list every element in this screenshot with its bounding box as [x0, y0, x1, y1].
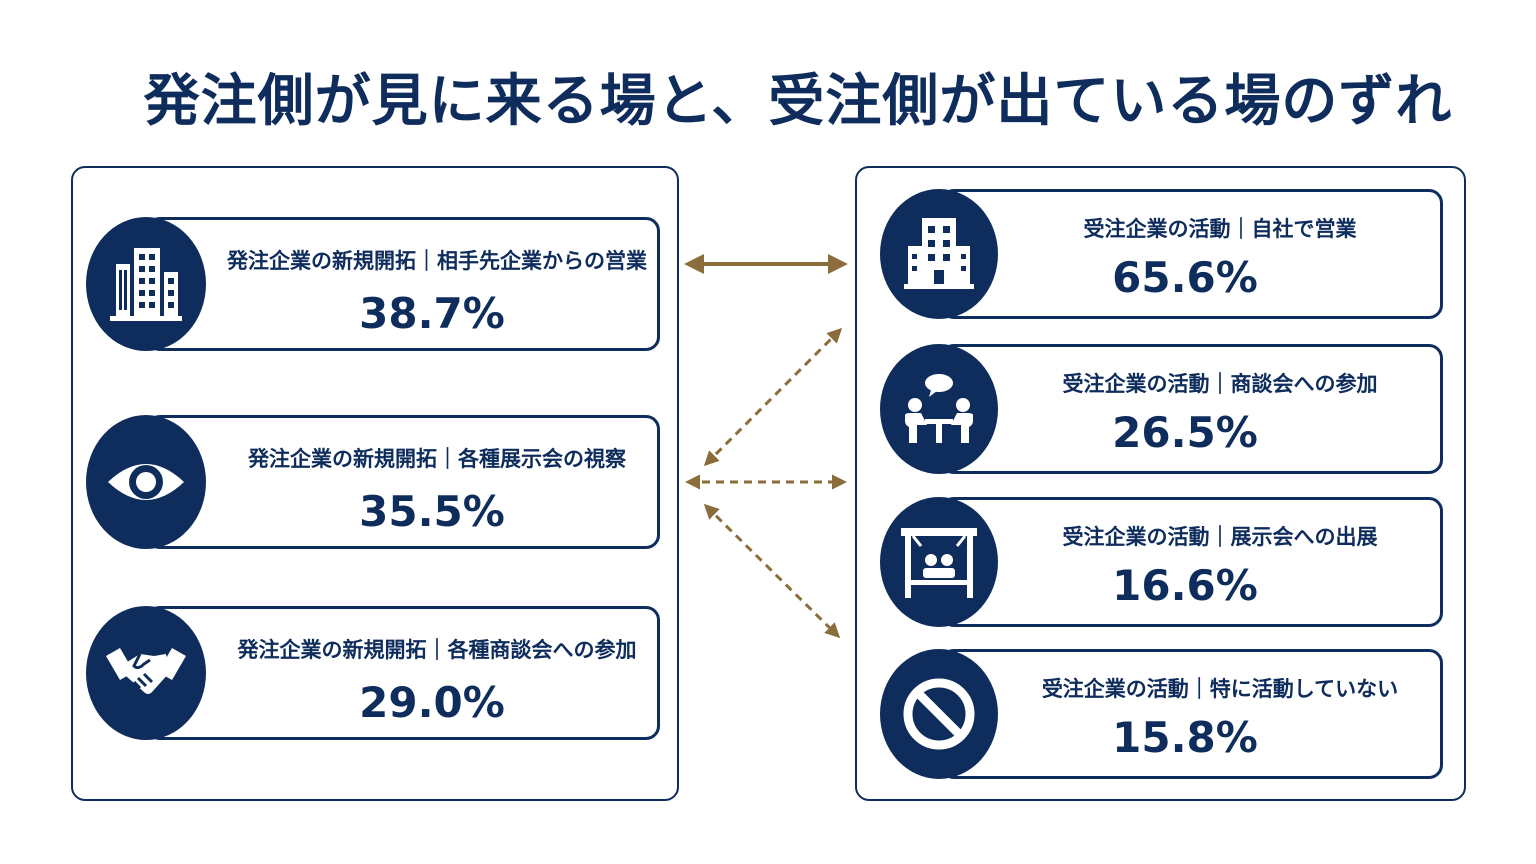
handshake-icon	[106, 648, 186, 694]
right-card-meeting: 受注企業の活動｜商談会への参加 26.5%	[880, 344, 1443, 474]
right-card-exhibit: 受注企業の活動｜展示会への出展 16.6%	[880, 497, 1443, 627]
card-label: 受注企業の活動｜自社で営業	[1083, 217, 1357, 241]
booth-icon	[901, 528, 977, 598]
arrow-booth	[703, 503, 841, 639]
icon-circle	[86, 606, 206, 740]
card-frame	[146, 606, 660, 740]
icon-circle	[86, 217, 206, 351]
icon-circle	[880, 649, 998, 779]
card-value: 38.7%	[359, 289, 505, 338]
icon-circle	[880, 189, 998, 319]
prohibited-icon	[903, 678, 975, 750]
meeting-icon	[905, 374, 973, 443]
card-label: 発注企業の新規開拓｜各種商談会への参加	[237, 638, 637, 662]
right-card-own-sales: 受注企業の活動｜自社で営業 65.6%	[880, 189, 1443, 319]
icon-circle	[86, 415, 206, 549]
card-value: 15.8%	[1112, 713, 1258, 762]
card-label: 受注企業の活動｜特に活動していない	[1041, 677, 1399, 701]
page-title: 発注側が見に来る場と、受注側が出ている場のずれ	[143, 69, 1453, 134]
card-frame	[940, 189, 1443, 319]
card-value: 16.6%	[1112, 561, 1258, 610]
icon-circle	[880, 344, 998, 474]
left-card-exhibition: 発注企業の新規開拓｜各種展示会の視察 35.5%	[86, 415, 660, 549]
card-value: 26.5%	[1112, 408, 1258, 457]
arrow-meeting	[703, 327, 843, 467]
card-value: 65.6%	[1112, 253, 1258, 302]
card-value: 35.5%	[359, 487, 505, 536]
card-frame	[940, 344, 1443, 474]
card-label: 発注企業の新規開拓｜相手先企業からの営業	[227, 249, 647, 273]
right-card-no-activity: 受注企業の活動｜特に活動していない 15.8%	[880, 649, 1443, 779]
card-frame	[146, 217, 660, 351]
eye-icon	[108, 464, 184, 500]
card-label: 発注企業の新規開拓｜各種展示会の視察	[248, 447, 626, 471]
building-icon	[110, 248, 182, 321]
left-card-meeting: 発注企業の新規開拓｜各種商談会への参加 29.0%	[86, 606, 660, 740]
left-card-sales: 発注企業の新規開拓｜相手先企業からの営業 38.7%	[86, 217, 660, 351]
card-label: 受注企業の活動｜展示会への出展	[1062, 525, 1378, 549]
icon-circle	[880, 497, 998, 627]
card-frame	[940, 497, 1443, 627]
card-label: 受注企業の活動｜商談会への参加	[1062, 372, 1378, 396]
card-value: 29.0%	[359, 678, 505, 727]
building-icon	[904, 218, 974, 289]
